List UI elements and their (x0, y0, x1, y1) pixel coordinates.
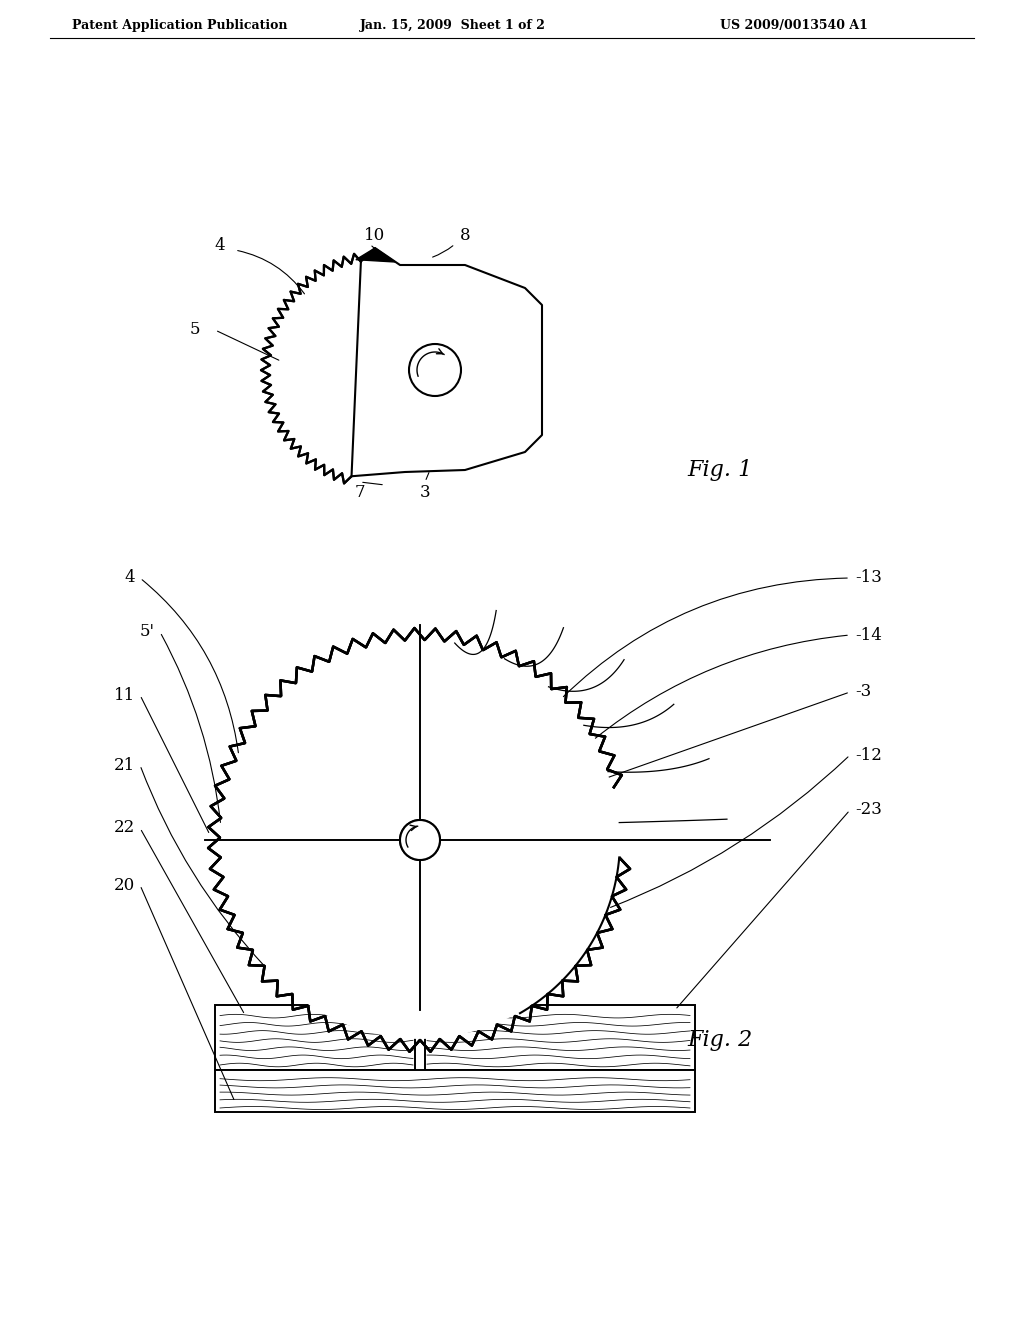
Text: -3: -3 (855, 684, 871, 701)
Circle shape (400, 820, 440, 861)
Text: Jan. 15, 2009  Sheet 1 of 2: Jan. 15, 2009 Sheet 1 of 2 (360, 18, 546, 32)
Bar (425, 1005, 695, 1071)
Text: 11: 11 (114, 686, 135, 704)
Text: -12: -12 (855, 747, 882, 763)
Polygon shape (356, 248, 395, 261)
Text: 20: 20 (114, 876, 135, 894)
Text: -13: -13 (855, 569, 882, 586)
Polygon shape (351, 248, 542, 477)
Text: 8: 8 (460, 227, 470, 243)
Text: 21: 21 (114, 756, 135, 774)
Circle shape (400, 820, 440, 861)
Text: 5: 5 (189, 322, 201, 338)
Text: Patent Application Publication: Patent Application Publication (72, 18, 288, 32)
Text: -23: -23 (855, 801, 882, 818)
Text: 4: 4 (124, 569, 135, 586)
Text: 7: 7 (354, 483, 366, 500)
Text: 3: 3 (420, 483, 430, 500)
Bar (215, 1071, 695, 1111)
Text: 4: 4 (215, 236, 225, 253)
Text: US 2009/0013540 A1: US 2009/0013540 A1 (720, 18, 868, 32)
Text: -14: -14 (855, 627, 882, 644)
Text: Fig. 1: Fig. 1 (687, 459, 753, 480)
Text: 5': 5' (140, 623, 155, 640)
Text: 22: 22 (114, 820, 135, 837)
Circle shape (222, 642, 618, 1038)
Circle shape (222, 642, 618, 1038)
Bar (215, 1005, 415, 1071)
Text: 10: 10 (365, 227, 386, 243)
Text: Fig. 2: Fig. 2 (687, 1030, 753, 1051)
